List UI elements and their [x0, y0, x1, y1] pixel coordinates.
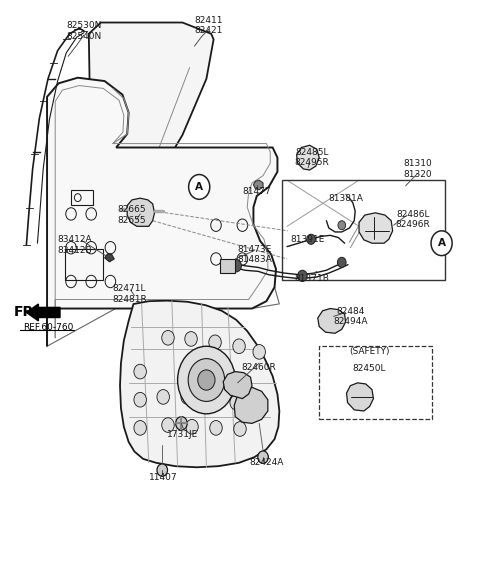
Polygon shape: [120, 301, 279, 467]
Text: 82471L
82481R: 82471L 82481R: [112, 284, 147, 303]
Text: 81473E
81483A: 81473E 81483A: [237, 245, 272, 264]
FancyArrow shape: [26, 304, 60, 321]
Text: 1731JE: 1731JE: [167, 430, 198, 439]
Text: 81391E: 81391E: [290, 235, 324, 244]
Text: 83412A
83412B: 83412A 83412B: [57, 235, 92, 254]
Circle shape: [234, 422, 246, 436]
Circle shape: [178, 346, 235, 414]
Text: 82530N
82540N: 82530N 82540N: [66, 21, 102, 41]
Text: 11407: 11407: [149, 473, 178, 482]
Circle shape: [186, 419, 198, 434]
Polygon shape: [127, 198, 155, 226]
Circle shape: [189, 175, 210, 199]
Text: 82460R: 82460R: [242, 363, 276, 372]
Circle shape: [338, 221, 346, 230]
Text: 81477: 81477: [242, 187, 271, 196]
Circle shape: [176, 417, 187, 430]
Polygon shape: [234, 387, 268, 423]
Circle shape: [254, 398, 266, 413]
Polygon shape: [253, 180, 263, 190]
Polygon shape: [318, 309, 346, 333]
Text: A: A: [438, 238, 445, 248]
Circle shape: [198, 370, 215, 390]
Circle shape: [231, 260, 241, 272]
Circle shape: [298, 270, 307, 282]
Text: 82424A: 82424A: [249, 458, 284, 467]
Circle shape: [431, 231, 452, 256]
Bar: [282, 180, 445, 280]
Text: 81310
81320: 81310 81320: [403, 159, 432, 178]
Circle shape: [162, 418, 174, 432]
Polygon shape: [347, 383, 373, 411]
Circle shape: [134, 421, 146, 435]
Circle shape: [209, 335, 221, 350]
Polygon shape: [89, 23, 214, 256]
Polygon shape: [297, 145, 319, 170]
Text: 82484
82494A: 82484 82494A: [333, 307, 368, 326]
Circle shape: [337, 257, 346, 267]
Text: 82411
82421: 82411 82421: [194, 16, 223, 35]
Bar: [65, 249, 103, 280]
Polygon shape: [105, 254, 114, 262]
Circle shape: [162, 330, 174, 345]
Text: A: A: [195, 182, 203, 192]
Circle shape: [258, 451, 268, 463]
Bar: [220, 259, 235, 273]
Text: 82665
82655: 82665 82655: [118, 205, 146, 225]
Circle shape: [205, 392, 217, 407]
Circle shape: [253, 345, 265, 359]
Bar: [319, 346, 432, 419]
Text: 82486L
82496R: 82486L 82496R: [396, 210, 430, 229]
Polygon shape: [47, 78, 277, 346]
Text: 82450L: 82450L: [353, 364, 386, 373]
Circle shape: [188, 359, 225, 401]
Circle shape: [157, 390, 169, 404]
Circle shape: [233, 339, 245, 354]
Polygon shape: [223, 372, 252, 399]
Circle shape: [181, 390, 193, 404]
Text: 81381A: 81381A: [328, 194, 363, 203]
Polygon shape: [359, 213, 393, 243]
Circle shape: [230, 395, 242, 410]
Circle shape: [134, 364, 146, 379]
Circle shape: [134, 392, 146, 407]
Circle shape: [210, 421, 222, 435]
Text: REF.60-760: REF.60-760: [23, 323, 73, 332]
Circle shape: [307, 234, 315, 244]
Text: (SAFETY): (SAFETY): [349, 347, 390, 356]
Circle shape: [157, 464, 168, 476]
Text: 81371B: 81371B: [295, 274, 329, 283]
Text: 82485L
82495R: 82485L 82495R: [295, 148, 329, 167]
Bar: [71, 190, 93, 205]
Text: FR.: FR.: [13, 306, 39, 319]
Circle shape: [185, 332, 197, 346]
